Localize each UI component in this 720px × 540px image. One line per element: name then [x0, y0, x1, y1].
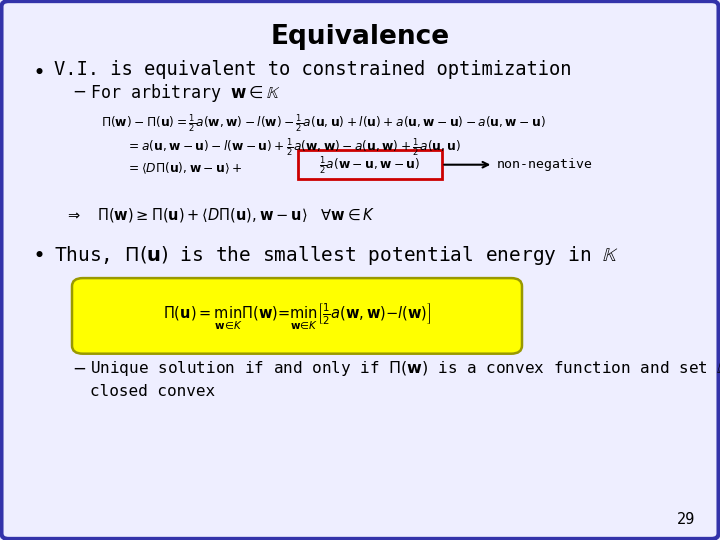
- Text: 29: 29: [677, 511, 695, 526]
- FancyBboxPatch shape: [72, 278, 522, 354]
- Text: $\bullet$: $\bullet$: [32, 244, 44, 264]
- Text: $-$: $-$: [72, 359, 86, 377]
- Text: $\Rightarrow \quad \Pi(\mathbf{w}) \geq \Pi(\mathbf{u}) + \langle D\Pi(\mathbf{u: $\Rightarrow \quad \Pi(\mathbf{w}) \geq …: [65, 206, 375, 224]
- Text: non-negative: non-negative: [497, 158, 593, 171]
- Text: $\Pi(\mathbf{w}) - \Pi(\mathbf{u}) = \frac{1}{2}a(\mathbf{w},\mathbf{w}) - l(\ma: $\Pi(\mathbf{w}) - \Pi(\mathbf{u}) = \fr…: [101, 112, 546, 133]
- Text: $\bullet$: $\bullet$: [32, 60, 44, 80]
- Text: V.I. is equivalent to constrained optimization: V.I. is equivalent to constrained optimi…: [54, 60, 572, 79]
- Text: Thus, $\Pi(\mathbf{u})$ is the smallest potential energy in $\mathbb{K}$: Thus, $\Pi(\mathbf{u})$ is the smallest …: [54, 244, 618, 267]
- Text: Equivalence: Equivalence: [271, 24, 449, 50]
- Text: $-$: $-$: [72, 82, 86, 100]
- Text: $= \langle D\Pi(\mathbf{u}), \mathbf{w}-\mathbf{u}\rangle + $: $= \langle D\Pi(\mathbf{u}), \mathbf{w}-…: [126, 160, 242, 176]
- Text: For arbitrary $\mathbf{w} \in \mathbb{K}$: For arbitrary $\mathbf{w} \in \mathbb{K}…: [90, 82, 281, 104]
- FancyBboxPatch shape: [298, 150, 442, 179]
- Text: $= a(\mathbf{u},\mathbf{w}-\mathbf{u}) - l(\mathbf{w}-\mathbf{u}) + \frac{1}{2}a: $= a(\mathbf{u},\mathbf{w}-\mathbf{u}) -…: [126, 136, 462, 158]
- Text: $\Pi(\mathbf{u}) = \min_{\mathbf{w}\in K}\Pi(\mathbf{w}) = \min_{\mathbf{w}\in K: $\Pi(\mathbf{u}) = \min_{\mathbf{w}\in K…: [163, 301, 431, 330]
- Text: Unique solution if and only if $\Pi(\mathbf{w})$ is a convex function and set $\: Unique solution if and only if $\Pi(\mat…: [90, 359, 720, 378]
- Text: $\frac{1}{2}a(\mathbf{w}-\mathbf{u},\mathbf{w}-\mathbf{u})$: $\frac{1}{2}a(\mathbf{w}-\mathbf{u},\mat…: [320, 154, 420, 176]
- Text: closed convex: closed convex: [90, 384, 215, 400]
